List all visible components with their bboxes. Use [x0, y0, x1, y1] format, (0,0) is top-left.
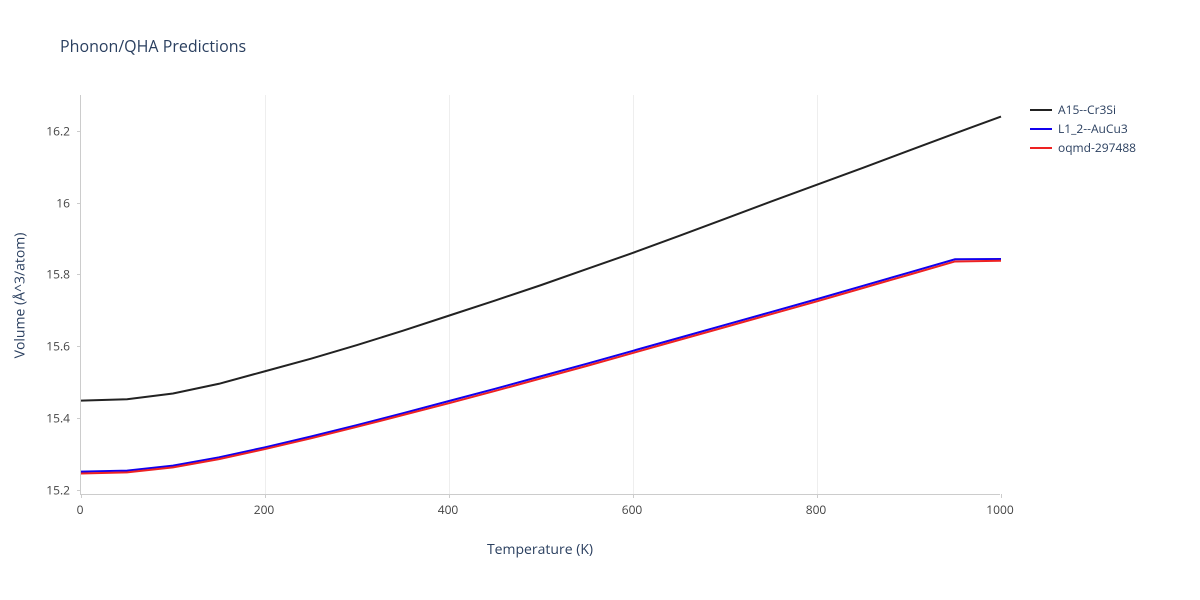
legend-label: L1_2--AuCu3	[1058, 120, 1128, 137]
x-tick-label: 1000	[986, 501, 1013, 518]
series-oqmd[interactable]	[81, 261, 1001, 474]
x-tick	[1001, 494, 1002, 498]
y-tick-label: 15.6	[20, 338, 70, 355]
x-tick-label: 600	[622, 501, 643, 518]
plot-area	[80, 95, 1000, 495]
series-l12[interactable]	[81, 259, 1001, 472]
y-tick-label: 15.4	[20, 409, 70, 426]
legend: A15--Cr3Si L1_2--AuCu3 oqmd-297488	[1030, 100, 1136, 157]
x-tick-label: 0	[77, 501, 84, 518]
y-tick-label: 15.2	[20, 481, 70, 498]
y-tick-label: 16.2	[20, 122, 70, 139]
legend-swatch-icon	[1030, 109, 1052, 111]
y-axis-label: Volume (Å^3/atom)	[10, 95, 30, 495]
y-tick-label: 16	[20, 194, 70, 211]
chart-title: Phonon/QHA Predictions	[60, 35, 246, 57]
legend-label: oqmd-297488	[1058, 139, 1136, 156]
y-tick-label: 15.8	[20, 266, 70, 283]
x-axis-label: Temperature (K)	[80, 540, 1000, 559]
legend-label: A15--Cr3Si	[1058, 101, 1116, 118]
legend-swatch-icon	[1030, 147, 1052, 149]
series-a15[interactable]	[81, 117, 1001, 401]
x-tick-label: 400	[438, 501, 459, 518]
legend-item-l12[interactable]: L1_2--AuCu3	[1030, 119, 1136, 138]
x-tick-label: 200	[254, 501, 275, 518]
legend-item-a15[interactable]: A15--Cr3Si	[1030, 100, 1136, 119]
x-tick-label: 800	[806, 501, 827, 518]
legend-swatch-icon	[1030, 128, 1052, 130]
line-series-svg	[81, 95, 1001, 495]
legend-item-oqmd[interactable]: oqmd-297488	[1030, 138, 1136, 157]
